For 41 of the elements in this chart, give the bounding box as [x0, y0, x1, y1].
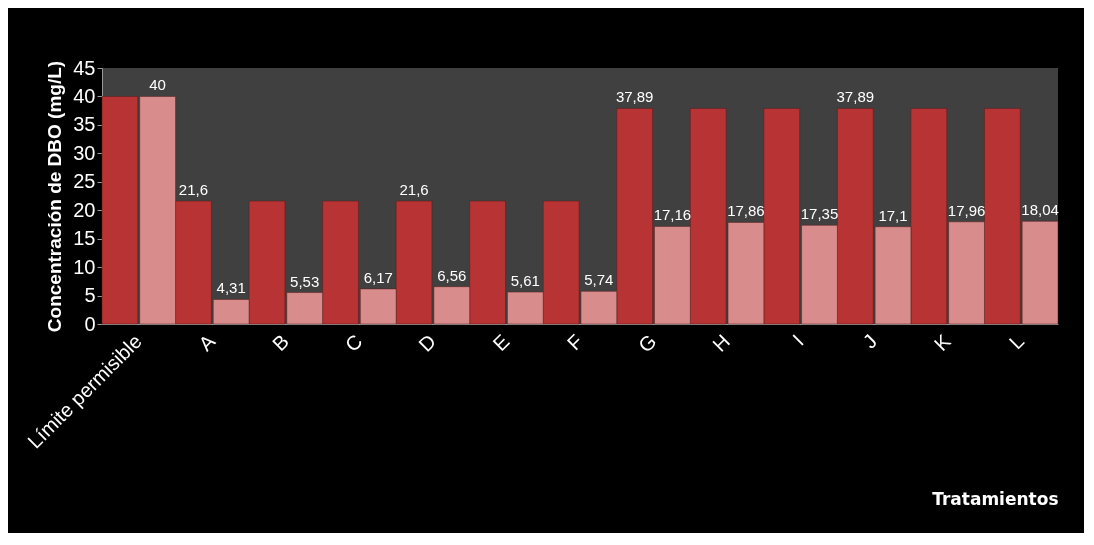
x-tick-label: D — [414, 330, 440, 356]
y-tick-label: 40 — [73, 84, 96, 107]
x-tick-label: G — [634, 330, 661, 357]
y-tick-label: 35 — [73, 113, 96, 136]
data-label: 17,16 — [653, 206, 692, 224]
y-tick-label: 0 — [84, 312, 96, 335]
x-axis-title: Tratamientos — [932, 489, 1059, 510]
x-tick-label: H — [708, 330, 735, 356]
x-tick-label: C — [340, 330, 367, 356]
data-label: 6,17 — [363, 268, 393, 286]
data-label: 17,86 — [727, 202, 765, 220]
data-label: 37,89 — [836, 88, 875, 106]
y-tick-label: 5 — [84, 284, 96, 307]
x-tick-label: I — [788, 330, 808, 350]
y-tick-label: 30 — [73, 141, 96, 164]
y-tick-label: 25 — [73, 170, 96, 193]
data-label: 21,6 — [399, 181, 429, 199]
data-label: 21,6 — [178, 181, 209, 199]
data-label: 4,31 — [216, 279, 246, 297]
y-tick-label: 20 — [73, 198, 96, 221]
data-label: 17,96 — [947, 201, 986, 219]
x-tick-label: L — [1004, 330, 1029, 354]
x-tick-label: A — [194, 329, 220, 356]
y-tick-label: 45 — [73, 56, 96, 79]
x-tick-label: B — [267, 330, 293, 356]
x-tick-label: J — [858, 330, 882, 353]
data-label: 5,61 — [510, 272, 540, 290]
y-axis-title: Concentración de DBO (mg/L) — [44, 60, 66, 333]
data-label: 5,74 — [584, 271, 614, 289]
data-label: 17,1 — [878, 206, 908, 224]
data-label: 40 — [149, 76, 166, 94]
x-tick-label: F — [562, 330, 588, 355]
y-tick-label: 10 — [73, 255, 96, 278]
y-tick-label: 15 — [73, 227, 96, 250]
data-label: 17,35 — [800, 205, 839, 223]
data-label: 6,56 — [437, 266, 467, 284]
x-tick-label: K — [929, 329, 956, 356]
data-label: 18,04 — [1021, 201, 1059, 219]
data-label: 5,53 — [290, 272, 320, 290]
x-tick-label: E — [488, 330, 514, 356]
data-label: 37,89 — [615, 88, 654, 106]
